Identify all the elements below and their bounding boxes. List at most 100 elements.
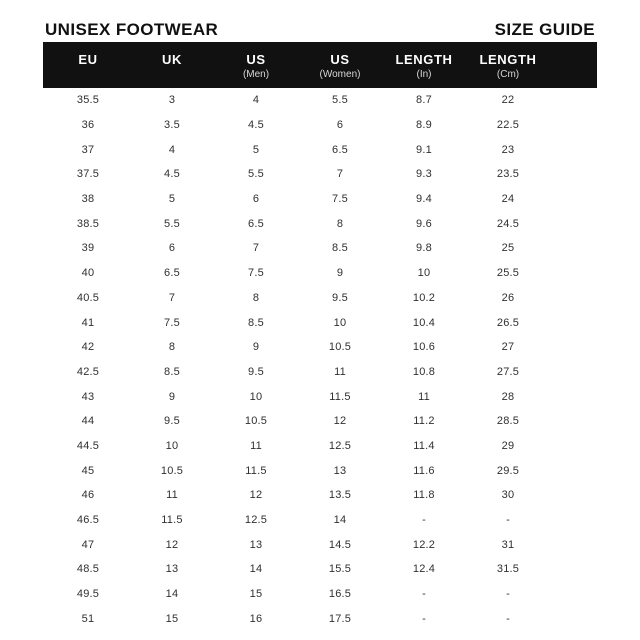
table-cell: 8.9	[416, 119, 432, 132]
table-cell: 4.5	[248, 119, 264, 132]
table-cell: 11	[250, 439, 262, 452]
table-cell: 38	[81, 193, 95, 206]
table-cell: 7.5	[164, 316, 180, 329]
table-cell: -	[506, 514, 510, 527]
column-sublabel: (Cm)	[496, 69, 520, 80]
table-cell: 25.5	[496, 267, 520, 280]
page-title: UNISEX FOOTWEAR	[45, 20, 219, 39]
table-cell: -	[506, 588, 510, 601]
table-cell: 8.5	[332, 242, 348, 255]
table-cell: 40.5	[76, 291, 100, 304]
table-cell: 11.5	[161, 514, 183, 527]
table-cell: 22	[501, 94, 515, 107]
table-cell: 10.5	[160, 464, 184, 477]
table-cell: 28	[501, 390, 515, 403]
table-cell: 8	[252, 291, 260, 304]
table-row: 46 11 12 13.5 11.8 30	[43, 483, 597, 508]
table-cell: 36	[81, 119, 95, 132]
table-cell: 27.5	[496, 365, 520, 378]
table-cell: 7	[168, 291, 176, 304]
table-cell: 14.5	[328, 538, 352, 551]
table-row: 45 10.5 11.5 13 11.6 29.5	[43, 458, 597, 483]
table-row: 39 6 7 8.5 9.8 25	[43, 236, 597, 261]
table-cell: 12	[249, 489, 263, 502]
table-cell: 16.5	[328, 588, 352, 601]
table-cell: 10.8	[412, 365, 436, 378]
table-cell: 7.5	[332, 193, 348, 206]
table-row: 37.5 4.5 5.5 7 9.3 23.5	[43, 162, 597, 187]
table-row: 36 3.5 4.5 6 8.9 22.5	[43, 113, 597, 138]
table-cell: 26.5	[496, 316, 520, 329]
table-cell: 9	[336, 267, 344, 280]
table-cell: 37	[81, 143, 95, 156]
table-cell: 5.5	[332, 94, 348, 107]
table-cell: 48.5	[76, 563, 100, 576]
table-row: 47 12 13 14.5 12.2 31	[43, 532, 597, 557]
column-sublabel: (In)	[416, 69, 432, 80]
table-cell: 14	[249, 563, 263, 576]
column-header-1: UK	[130, 42, 214, 88]
table-cell: 4.5	[164, 168, 180, 181]
table-cell: 6	[252, 193, 260, 206]
table-row: 38 5 6 7.5 9.4 24	[43, 187, 597, 212]
table-cell: 41	[81, 316, 95, 329]
table-cell: 11.5	[245, 464, 267, 477]
table-row: 40.5 7 8 9.5 10.2 26	[43, 286, 597, 311]
table-cell: 11.2	[413, 415, 435, 428]
table-body: 35.5 3 4 5.5 8.7 22 36 3.5 4.5 6 8.9 22.5 37 4 5 6.5 9.1…	[43, 88, 597, 631]
table-cell: 10.6	[412, 341, 436, 354]
table-cell: 43	[81, 390, 95, 403]
column-label: LENGTH	[479, 52, 537, 67]
table-cell: 31	[501, 538, 515, 551]
table-cell: 27	[501, 341, 515, 354]
table-cell: 5	[252, 143, 260, 156]
column-label: US	[246, 52, 266, 67]
table-cell: 38.5	[76, 217, 100, 230]
table-row: 43 9 10 11.5 11 28	[43, 384, 597, 409]
table-cell: 13.5	[328, 489, 352, 502]
table-cell: 12.5	[328, 439, 352, 452]
table-cell: -	[506, 612, 510, 625]
table-cell: 13	[165, 563, 179, 576]
table-row: 46.5 11.5 12.5 14 - -	[43, 508, 597, 533]
column-label: UK	[162, 52, 182, 67]
table-row: 44.5 10 11 12.5 11.4 29	[43, 434, 597, 459]
table-cell: 24.5	[496, 217, 520, 230]
table-cell: 9.6	[416, 217, 432, 230]
table-cell: 9.1	[416, 143, 432, 156]
table-cell: 10	[333, 316, 347, 329]
table-cell: 12	[165, 538, 179, 551]
table-cell: 6.5	[248, 217, 264, 230]
table-cell: 11	[166, 489, 178, 502]
table-cell: 9.5	[332, 291, 348, 304]
table-cell: 51	[81, 612, 95, 625]
table-cell: 29.5	[496, 464, 520, 477]
column-label: US	[330, 52, 350, 67]
table-cell: 5	[168, 193, 176, 206]
table-row: 48.5 13 14 15.5 12.4 31.5	[43, 557, 597, 582]
column-header-4: LENGTH (In)	[382, 42, 466, 88]
table-cell: 17.5	[328, 612, 352, 625]
column-sublabel: (Men)	[242, 69, 270, 80]
table-cell: -	[422, 514, 426, 527]
table-cell: 22.5	[496, 119, 520, 132]
table-row: 51 15 16 17.5 - -	[43, 606, 597, 631]
table-cell: 47	[81, 538, 95, 551]
table-cell: 14	[333, 514, 347, 527]
table-cell: 30	[501, 489, 515, 502]
column-header-0: EU	[46, 42, 130, 88]
table-cell: 14	[165, 588, 179, 601]
table-cell: 35.5	[76, 94, 100, 107]
table-row: 38.5 5.5 6.5 8 9.6 24.5	[43, 211, 597, 236]
table-cell: 28.5	[496, 415, 520, 428]
table-cell: 7	[252, 242, 260, 255]
table-row: 42.5 8.5 9.5 11 10.8 27.5	[43, 360, 597, 385]
table-cell: 42.5	[76, 365, 100, 378]
table-row: 41 7.5 8.5 10 10.4 26.5	[43, 310, 597, 335]
table-cell: 6	[336, 119, 344, 132]
table-cell: 8.5	[248, 316, 264, 329]
table-cell: 8	[336, 217, 344, 230]
column-header-2: US (Men)	[214, 42, 298, 88]
table-cell: 44	[81, 415, 95, 428]
table-cell: 10.4	[412, 316, 436, 329]
